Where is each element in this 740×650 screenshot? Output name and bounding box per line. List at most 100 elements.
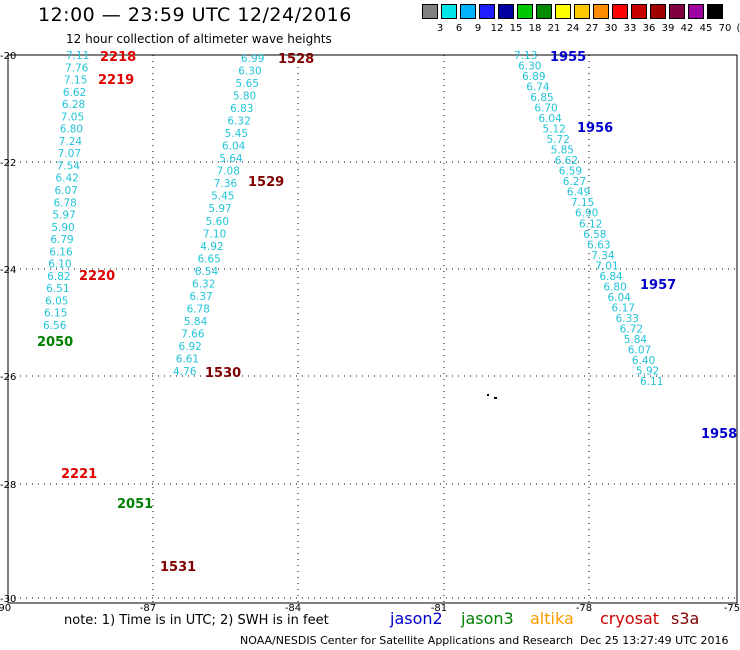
legend-entry-cryosat: cryosat [600,609,660,628]
pass-time-label: 1531 [160,560,196,575]
swh-value: 6.32 [227,116,250,128]
swh-value: 7.07 [58,148,81,160]
swh-value: 6.10 [48,259,71,271]
generation-timestamp: Dec 25 13:27:49 UTC 2016 [580,634,729,647]
legend-entry-jason2: jason2 [390,609,443,628]
pass-time-label: 1530 [205,366,241,381]
swh-value: 4.76 [173,366,197,378]
color-swatch [441,4,457,19]
lat-tick-label: -20 [0,51,16,62]
swh-value: 6.04 [607,292,631,304]
swh-value: 6.49 [567,187,590,199]
lon-tick-label: -78 [576,603,592,614]
swh-value: 5.80 [233,91,256,103]
swh-value: 6.61 [176,353,199,365]
pass-time-label: 1529 [248,175,284,190]
footnote: note: 1) Time is in UTC; 2) SWH is in fe… [64,613,329,628]
color-scale-label: 6 [455,23,463,34]
swh-value: 6.79 [50,234,73,246]
lon-tick-label: -81 [431,603,447,614]
swh-value: 7.36 [214,178,238,190]
swh-value: 6.83 [230,103,253,115]
color-swatch [479,4,495,19]
island-marker [487,394,489,396]
color-swatch [650,4,666,19]
swh-value: 7.10 [203,228,226,240]
swh-value: 6.04 [538,113,562,125]
color-swatch [688,4,704,19]
swh-value: 5.65 [236,78,259,90]
swh-value: 5.45 [211,191,234,203]
legend-entry-jason3: jason3 [461,609,514,628]
color-swatch [612,4,628,19]
color-scale-label: 18 [528,23,542,34]
swh-value: 6.99 [241,53,264,65]
swh-value: 7.13 [514,50,537,62]
swh-value: 6.40 [632,355,655,367]
swh-value: 6.30 [238,66,261,78]
swh-value: 6.17 [612,302,635,314]
color-scale-label: 15 [509,23,523,34]
swh-value: 7.24 [59,136,83,148]
swh-value: 6.28 [62,99,85,111]
color-scale-label: 36 [642,23,656,34]
color-swatch [593,4,609,19]
color-scale-label: 12 [490,23,504,34]
swh-value: 5.97 [52,210,75,222]
color-scale-label: 70 [718,23,732,34]
color-scale-label: 45 [699,23,713,34]
swh-value: 5.85 [551,145,574,157]
pass-time-label: 1957 [640,278,676,293]
lat-tick-label: -28 [0,480,16,491]
pass-time-label: 2218 [100,50,136,65]
swh-value: 7.11 [66,50,89,62]
pass-time-label: 1528 [278,52,314,67]
time-labels: 2218 2219 2220 2221 2050 2051 1528 1529 1530 1531… [37,50,737,575]
swh-value: 7.15 [571,197,594,209]
swh-value: 6.27 [563,176,586,188]
lon-tick-label: -90 [0,603,11,614]
swh-value: 6.33 [616,313,639,325]
swh-value: 5.60 [206,216,229,228]
swh-value: 6.74 [526,82,550,94]
swh-value: 6.62 [63,87,86,99]
lon-tick-label: -87 [140,603,156,614]
swh-value: 5.97 [208,203,231,215]
swh-value: 6.05 [45,295,68,307]
lat-tick-label: -30 [0,594,16,605]
color-swatch [517,4,533,19]
swh-value: 5.64 [219,153,243,165]
color-scale-label: 24 [566,23,580,34]
swh-value: 7.66 [181,328,205,340]
swh-value: 6.78 [53,197,76,209]
swh-value: 6.11 [640,376,663,388]
swh-value: 6.30 [518,61,541,73]
swh-value: 7.08 [217,166,240,178]
swh-value: 5.84 [184,316,208,328]
longitude-labels: -90 -87 -84 -81 -78 -75 [0,603,740,614]
swh-value: 7.34 [591,250,615,262]
pass-time-label: 1956 [577,121,613,136]
lon-tick-label: -84 [285,603,301,614]
swh-value: 6.32 [192,278,215,290]
swh-value: 6.07 [628,344,651,356]
map-frame [7,54,738,604]
swh-value: 6.65 [197,253,220,265]
swh-value: 6.70 [534,103,557,115]
swh-value: 6.12 [579,218,602,230]
swh-value: 7.76 [65,62,89,74]
map-subtitle: 12 hour collection of altimeter wave hei… [66,32,332,46]
swh-value: 6.90 [575,208,598,220]
pass-time-label: 2050 [37,335,73,350]
color-scale-label: 3 [436,23,444,34]
swh-value: 6.16 [49,246,73,258]
swh-value: 7.15 [64,75,87,87]
color-swatch [631,4,647,19]
swh-value: 6.54 [195,266,219,278]
pass-time-label: 2221 [61,467,97,482]
legend-entry-s3a: s3a [671,609,700,628]
swh-value: 7.05 [61,111,84,123]
swh-value: 6.80 [60,124,83,136]
swh-value: 6.42 [56,173,79,185]
